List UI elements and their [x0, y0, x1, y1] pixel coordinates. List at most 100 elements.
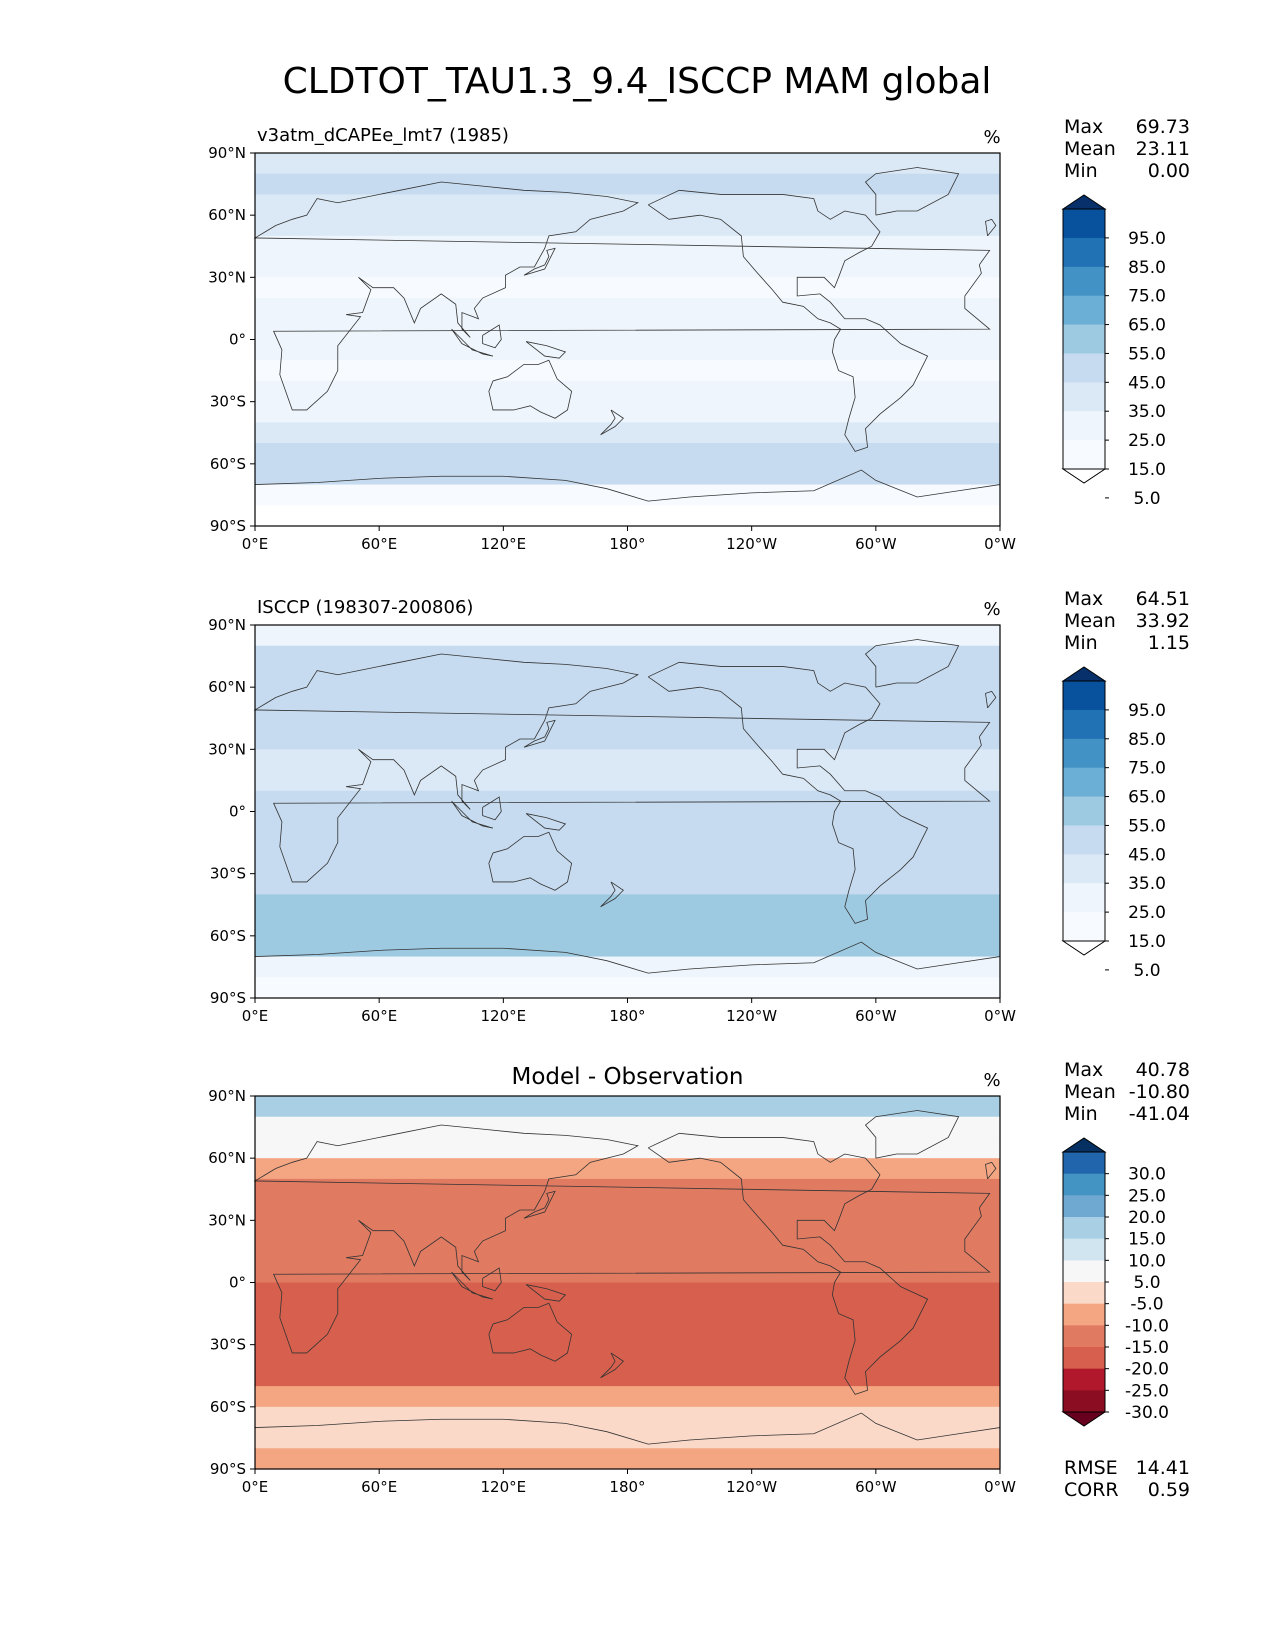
lat-tick-label: 60°N — [208, 206, 246, 224]
colorbar-tick-label: 45.0 — [1128, 845, 1166, 865]
heatmap-band — [255, 235, 1000, 258]
heatmap-band — [255, 380, 1000, 403]
colorbar-tick-label: 95.0 — [1128, 701, 1166, 721]
coastline — [482, 1267, 502, 1292]
lon-tick-label: 180° — [609, 535, 645, 553]
coastline — [488, 359, 573, 419]
colorbar-tick-label: 25.0 — [1128, 431, 1166, 451]
colorbar-segment — [1063, 1325, 1105, 1348]
lon-tick-label: 0°E — [242, 535, 269, 553]
stat-label: Max — [1064, 588, 1103, 610]
colorbar-tick-label: 30.0 — [1128, 1165, 1166, 1185]
panel-left-title: ISCCP (198307-200806) — [257, 597, 473, 618]
lat-tick-label: 90°N — [208, 144, 246, 162]
lon-tick-label: 60°W — [855, 1478, 897, 1496]
coastline — [523, 247, 556, 276]
colorbar-segment — [1063, 237, 1105, 268]
colorbar-tick-label: 85.0 — [1128, 258, 1166, 278]
colorbar-tick-label: -30.0 — [1125, 1403, 1169, 1423]
colorbar-tick-label: 75.0 — [1128, 287, 1166, 307]
colorbar-segment — [1063, 1282, 1105, 1305]
heatmap-band — [255, 935, 1000, 958]
lon-tick-label: 180° — [609, 1478, 645, 1496]
colorbar-segment — [1063, 681, 1105, 711]
colorbar-tick-label: 35.0 — [1128, 402, 1166, 422]
lat-tick-label: 0° — [229, 1274, 246, 1292]
coastline — [985, 218, 997, 237]
lon-tick-label: 60°W — [855, 1007, 897, 1025]
lon-tick-label: 0°W — [984, 1478, 1016, 1496]
colorbar-tick-label: -15.0 — [1125, 1338, 1169, 1358]
panel-difference: 90°N 60°N 30°N 0° 30°S 60°S 90°S0°E 60°E 120°E 18… — [208, 1059, 1190, 1501]
lon-tick-label: 120°W — [726, 1007, 777, 1025]
coastline — [600, 1352, 624, 1379]
stat-value: -41.04 — [1129, 1103, 1190, 1125]
colorbar-segment — [1063, 1347, 1105, 1370]
lon-tick-label: 180° — [609, 1007, 645, 1025]
stat-value: 23.11 — [1136, 138, 1190, 160]
stat-label: Max — [1064, 116, 1103, 138]
heatmap-band — [255, 873, 1000, 895]
heatmap-band — [255, 1158, 1000, 1180]
heatmap-band — [255, 1199, 1000, 1221]
panel-left-title: v3atm_dCAPEe_lmt7 (1985) — [257, 125, 509, 146]
colorbar-segment — [1063, 738, 1105, 769]
lat-tick-label: 30°S — [210, 1336, 246, 1354]
coastline — [253, 1124, 991, 1354]
colorbar-segment — [1063, 825, 1105, 855]
coastline — [647, 661, 929, 924]
colorbar-tick-label: 5.0 — [1133, 961, 1160, 981]
colorbar-segment — [1063, 382, 1105, 412]
lon-tick-label: 120°W — [726, 535, 777, 553]
stat-value: 1.15 — [1148, 632, 1190, 654]
coastline — [985, 690, 997, 709]
coastline — [254, 1412, 1001, 1445]
lon-tick-label: 0°E — [242, 1007, 269, 1025]
colorbar-segment — [1063, 1173, 1105, 1196]
lon-tick-label: 60°E — [361, 1478, 397, 1496]
colorbar-tick-label: 75.0 — [1128, 759, 1166, 779]
colorbar-segment — [1063, 796, 1105, 826]
coastline — [864, 1110, 960, 1159]
heatmap-band — [255, 1303, 1000, 1325]
heatmap-band — [255, 894, 1000, 916]
colorbar-tick-label: 65.0 — [1128, 316, 1166, 336]
coastline — [523, 719, 556, 748]
lat-tick-label: 90°S — [210, 1460, 246, 1478]
heatmap-band — [255, 852, 1000, 875]
colorbar-tick-label: 55.0 — [1128, 816, 1166, 836]
heatmap-band — [255, 1220, 1000, 1242]
colorbar-segment — [1063, 295, 1105, 326]
colorbar-segment — [1063, 1217, 1105, 1240]
colorbar-tick-label: -25.0 — [1125, 1381, 1169, 1401]
stat-value: -10.80 — [1129, 1081, 1190, 1103]
heatmap-band — [255, 153, 1000, 175]
heatmap-band — [255, 625, 1000, 647]
lon-tick-label: 0°W — [984, 1007, 1016, 1025]
coastline — [864, 167, 960, 216]
stat-label: Mean — [1064, 1081, 1116, 1103]
lat-tick-label: 30°N — [208, 1211, 246, 1229]
heatmap-band — [255, 443, 1000, 465]
colorbar-extend-top — [1061, 194, 1107, 210]
colorbar-segment — [1063, 209, 1105, 239]
colorbar-extend-bottom — [1061, 940, 1107, 956]
heatmap-band — [255, 1406, 1000, 1429]
stat-value: 14.41 — [1136, 1457, 1190, 1479]
heatmap-band — [255, 360, 1000, 382]
colorbar-segment — [1063, 1195, 1105, 1218]
lon-tick-label: 120°E — [481, 1478, 527, 1496]
lat-tick-label: 60°S — [210, 1398, 246, 1416]
heatmap-band — [255, 1365, 1000, 1387]
heatmap-band — [255, 770, 1000, 792]
coastline — [647, 1132, 929, 1395]
heatmap-band — [255, 832, 1000, 854]
stat-label: Min — [1064, 160, 1098, 182]
colorbar-tick-label: 25.0 — [1128, 1186, 1166, 1206]
colorbar-tick-label: 5.0 — [1133, 1273, 1160, 1293]
panel-center-title: Model - Observation — [511, 1064, 743, 1090]
coastline — [488, 1302, 573, 1362]
heatmap-band — [255, 256, 1000, 278]
lat-tick-label: 90°S — [210, 517, 246, 535]
